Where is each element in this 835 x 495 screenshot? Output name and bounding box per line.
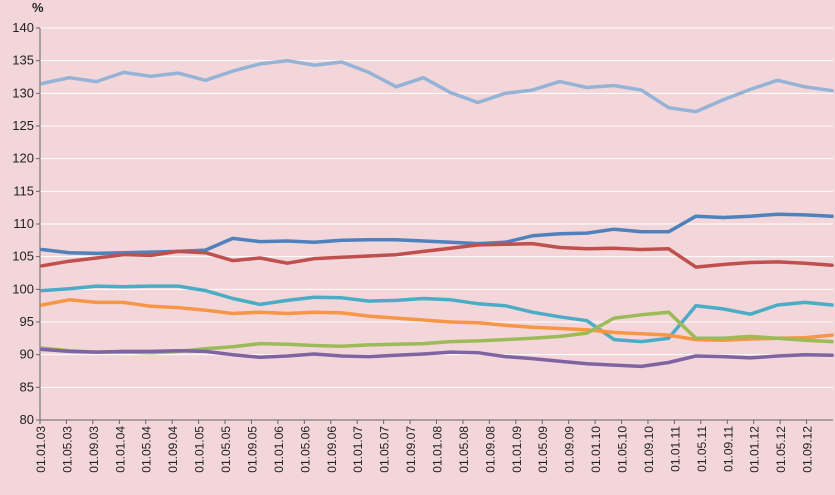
y-tick-label-85: 85: [20, 379, 34, 394]
x-tick-label-20: 01.09.09: [563, 426, 577, 473]
y-tick-label-130: 130: [12, 85, 34, 100]
x-tick-label-10: 01.05.06: [298, 426, 312, 473]
y-tick-label-105: 105: [12, 249, 34, 264]
y-tick-label-80: 80: [20, 412, 34, 427]
x-tick-label-21: 01.01.10: [589, 426, 603, 473]
x-tick-label-14: 01.09.07: [404, 426, 418, 473]
x-tick-label-19: 01.05.09: [536, 426, 550, 473]
x-tick-label-13: 01.05.07: [378, 426, 392, 473]
x-tick-label-28: 01.05.12: [774, 426, 788, 473]
x-tick-label-2: 01.09.03: [87, 426, 101, 473]
y-tick-label-95: 95: [20, 314, 34, 329]
x-tick-label-7: 01.05.05: [219, 426, 233, 473]
x-tick-label-29: 01.09.12: [801, 426, 815, 473]
series-line-0: [40, 58, 834, 114]
x-tick-labels: 01.01.03 01.05.03 01.09.03 01.01.04 01.05.04…: [34, 426, 815, 473]
y-tick-labels: 80 85 90 95 100 105 110 115 120 125 130 135 140: [12, 20, 34, 427]
series-line-3: [40, 284, 834, 344]
x-tick-label-27: 01.01.12: [748, 426, 762, 473]
y-tick-label-140: 140: [12, 20, 34, 35]
y-tick-label-125: 125: [12, 118, 34, 133]
x-tick-label-11: 01.09.06: [325, 426, 339, 473]
x-tick-label-12: 01.01.07: [351, 426, 365, 473]
series-line-6: [40, 347, 834, 369]
x-tick-label-8: 01.09.05: [245, 426, 259, 473]
x-tick-label-1: 01.05.03: [60, 426, 74, 473]
x-tick-label-9: 01.01.06: [272, 426, 286, 473]
x-tick-label-26: 01.09.11: [721, 426, 735, 472]
y-tick-label-135: 135: [12, 53, 34, 68]
x-tick-label-6: 01.01.05: [193, 426, 207, 473]
x-tick-label-22: 01.05.10: [616, 426, 630, 473]
x-tick-label-17: 01.09.08: [483, 426, 497, 473]
y-axis-unit-label: %: [32, 0, 44, 15]
x-tick-label-16: 01.05.08: [457, 426, 471, 473]
y-tick-label-90: 90: [20, 347, 34, 362]
series-line-2: [40, 241, 834, 269]
x-tick-label-24: 01.01.11: [668, 426, 682, 472]
x-tick-label-4: 01.05.04: [140, 426, 154, 473]
x-tick-label-23: 01.09.10: [642, 426, 656, 473]
y-tick-label-100: 100: [12, 281, 34, 296]
y-tick-label-115: 115: [13, 183, 34, 198]
x-tick-label-5: 01.09.04: [166, 426, 180, 473]
x-tick-label-18: 01.01.09: [510, 426, 524, 473]
y-tick-label-110: 110: [13, 216, 34, 231]
y-tick-label-120: 120: [12, 151, 34, 166]
axes: [36, 27, 833, 424]
x-tick-label-25: 01.05.11: [695, 426, 709, 472]
series-lines: [40, 58, 834, 369]
x-tick-label-3: 01.01.04: [113, 426, 127, 473]
x-tick-label-0: 01.01.03: [34, 426, 48, 473]
x-tick-label-15: 01.01.08: [431, 426, 445, 473]
